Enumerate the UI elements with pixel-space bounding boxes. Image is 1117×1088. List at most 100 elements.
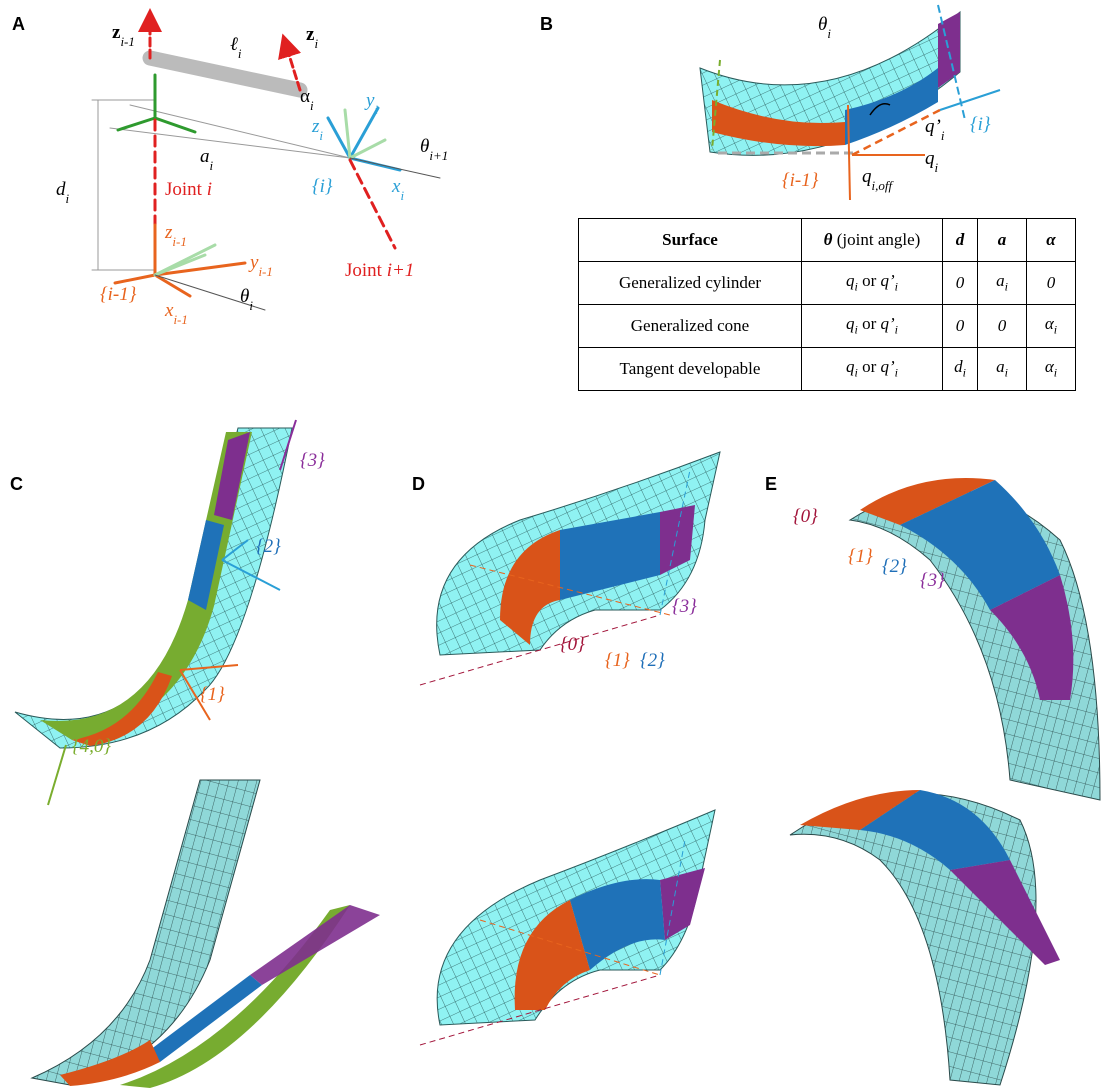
text-part: i-1 <box>258 264 272 279</box>
label: Joint i+1 <box>345 260 414 281</box>
label: {3} <box>300 450 325 471</box>
table-cell: αi <box>1027 305 1076 348</box>
label: {i} <box>970 114 991 135</box>
text-part: θ <box>824 230 833 249</box>
text-part: Tangent developable <box>620 359 761 378</box>
label: θi <box>818 14 831 41</box>
parameter-table: Surface θ (joint angle) d a α Generalize… <box>578 218 1076 391</box>
text-part: a <box>996 271 1005 290</box>
table-header: Surface θ (joint angle) d a α <box>579 219 1076 262</box>
label: {i-1} <box>782 170 819 191</box>
figure: A B C D E zi-1 ℓi zi αi yi zi ai θi+1 di… <box>0 0 1117 1088</box>
label: ℓi <box>230 34 242 61</box>
label: zi <box>306 24 318 51</box>
text-part: or <box>858 314 881 333</box>
table-cell: di <box>943 348 978 391</box>
table-cell: 0 <box>978 305 1027 348</box>
text-part: d <box>56 179 66 200</box>
text-part: i <box>1054 366 1057 380</box>
label: yi-1 <box>248 252 273 279</box>
text-part: q’ <box>881 357 895 376</box>
table-cell: 0 <box>943 262 978 305</box>
text-part: α <box>300 86 310 107</box>
text-part: α <box>1046 230 1055 249</box>
text-part: 0 <box>998 316 1007 335</box>
label: zi <box>311 116 323 143</box>
text-part: i <box>210 158 214 173</box>
text-part: i <box>66 191 70 206</box>
text-part: y <box>364 90 375 111</box>
label: αi <box>300 86 314 113</box>
text-part: i <box>941 128 945 143</box>
text-part: d <box>956 230 965 249</box>
table-cell: 0 <box>943 305 978 348</box>
text-part: q’ <box>925 116 941 137</box>
text-part: i-1 <box>172 234 186 249</box>
label: yi <box>364 90 378 117</box>
text-part: a <box>998 230 1007 249</box>
label: di <box>56 179 70 206</box>
text-part: 0 <box>1047 273 1056 292</box>
label: {1} <box>605 650 630 671</box>
text-part: i <box>1054 323 1057 337</box>
header-cell: θ (joint angle) <box>802 219 943 262</box>
label: {i-1} <box>100 284 137 305</box>
text-part: i-1 <box>120 34 134 49</box>
text-part: 0 <box>956 316 965 335</box>
text-part: i <box>319 128 323 143</box>
text-part: {i} <box>312 176 333 197</box>
text-part: i <box>827 26 831 41</box>
text-part: y <box>248 252 259 273</box>
text-part: or <box>858 271 881 290</box>
text-part: i+1 <box>387 260 415 281</box>
figure-canvas: A B C D E zi-1 ℓi zi αi yi zi ai θi+1 di… <box>0 0 1117 1088</box>
text-part: i <box>935 160 939 175</box>
text-part: {i-1} <box>100 284 137 305</box>
text-part: a <box>996 357 1005 376</box>
text-part: i <box>895 366 898 380</box>
label: {3} <box>920 570 945 591</box>
label: {2} <box>640 650 665 671</box>
panel-b-drawing <box>700 5 1000 200</box>
text-part: θ <box>420 136 429 157</box>
label: q’i <box>925 116 945 143</box>
text-part: i+1 <box>429 148 448 163</box>
text-part: α <box>1045 357 1054 376</box>
text-part: i <box>314 36 318 51</box>
table-cell: qi or q’i <box>802 262 943 305</box>
panel-letter: B <box>540 14 553 34</box>
label: xi-1 <box>164 300 188 327</box>
table-cell: αi <box>1027 348 1076 391</box>
text-part: i <box>963 366 966 380</box>
panel-a-labels: zi-1 ℓi zi αi yi zi ai θi+1 di Joint i {… <box>56 22 448 327</box>
table-cell: 0 <box>1027 262 1076 305</box>
label: {2} <box>882 556 907 577</box>
text-part: α <box>1045 314 1054 333</box>
text-part: θ <box>818 14 827 35</box>
text-part: 0 <box>956 273 965 292</box>
text-part: i <box>310 98 314 113</box>
text-part: θ <box>240 286 249 307</box>
label: qi,off <box>862 166 894 193</box>
table-cell: qi or q’i <box>802 348 943 391</box>
text-part: Joint <box>345 260 387 281</box>
label: θi+1 <box>420 136 448 163</box>
text-part: q’ <box>881 314 895 333</box>
text-part: Surface <box>662 230 718 249</box>
panel-letter: D <box>412 474 425 494</box>
header-cell: Surface <box>579 219 802 262</box>
text-part: Joint <box>165 179 207 200</box>
text-part: i <box>207 179 212 200</box>
text-part: i <box>238 46 242 61</box>
text-part: d <box>954 357 963 376</box>
label: {i} <box>312 176 333 197</box>
text-part: i <box>400 188 404 203</box>
text-part: i <box>1005 280 1008 294</box>
table-cell: Tangent developable <box>579 348 802 391</box>
text-part: i-1 <box>173 312 187 327</box>
text-part: q <box>862 166 872 187</box>
label: Joint i <box>165 179 212 200</box>
label: {1} <box>200 684 225 705</box>
text-part: (joint angle) <box>833 230 921 249</box>
